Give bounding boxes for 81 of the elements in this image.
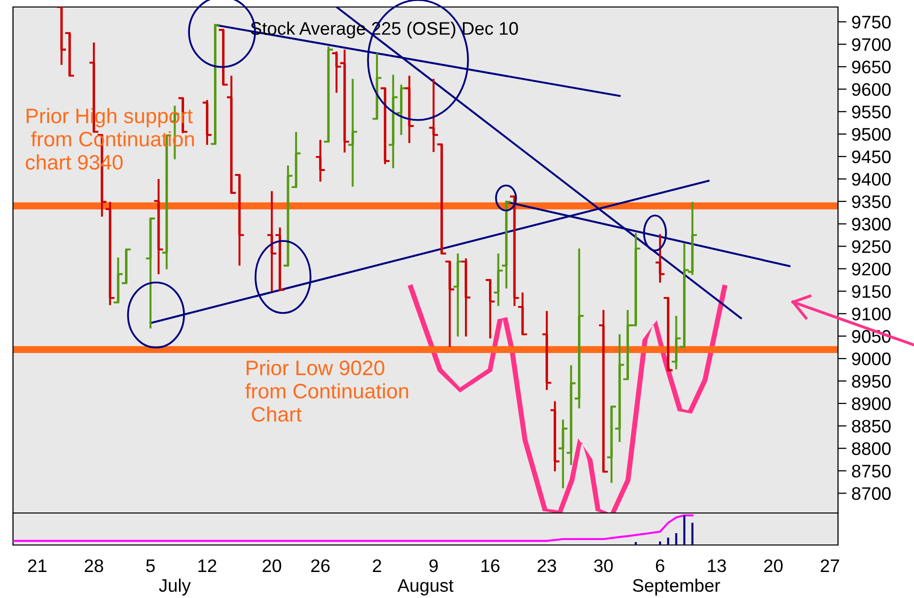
candlestick — [290, 130, 302, 188]
x-tick-label: 26 — [311, 559, 330, 572]
x-tick-label: 23 — [538, 559, 556, 572]
candlestick — [380, 87, 390, 166]
candlestick — [314, 138, 326, 183]
x-tick-label: 9 — [429, 559, 438, 572]
x2-tick-label: September — [632, 578, 720, 596]
bar — [634, 542, 637, 545]
candlestick — [436, 143, 448, 254]
candlestick — [388, 74, 399, 170]
candlestick — [484, 279, 496, 340]
y-tick-label: 9450 — [852, 150, 891, 164]
candlestick — [323, 46, 334, 143]
candlestick — [396, 84, 407, 136]
y-tick-label: 9750 — [852, 16, 891, 29]
candlestick — [266, 190, 278, 293]
y-tick-label: 9200 — [852, 262, 891, 276]
bar — [659, 541, 662, 545]
y-tick-label: 9300 — [852, 218, 891, 231]
candlestick — [444, 260, 456, 348]
y-tick-label: 8700 — [852, 487, 891, 500]
candlestick — [428, 78, 440, 153]
y-tick-label: 9000 — [852, 352, 891, 366]
y-tick-label: 8850 — [852, 420, 891, 433]
x-tick-label: 12 — [198, 559, 216, 572]
y-tick-label: 9600 — [852, 83, 891, 96]
y-tick-label: 9500 — [852, 128, 891, 141]
x-tick-label: 6 — [656, 559, 664, 572]
y-tick-label: 9150 — [852, 285, 891, 298]
candlestick — [492, 252, 504, 307]
x-tick-label: 30 — [594, 559, 613, 572]
candlestick — [112, 256, 124, 304]
y-tick-label: 8800 — [852, 442, 891, 456]
candlestick — [274, 226, 286, 291]
x-tick-label: 21 — [28, 559, 46, 572]
candlestick — [598, 309, 609, 473]
y-tick-label: 8900 — [852, 397, 891, 410]
candlestick — [120, 248, 132, 284]
candlestick — [517, 292, 528, 336]
ref-line-label: Prior Low 9020 from Continuation Chart — [245, 360, 408, 422]
bar — [675, 533, 678, 545]
x2-tick-label: August — [397, 579, 454, 596]
candlestick — [452, 252, 464, 338]
x-tick-label: 28 — [84, 559, 104, 572]
candlestick — [654, 233, 666, 284]
x-tick-label: 20 — [262, 559, 282, 572]
x-tick-label: 2 — [372, 559, 382, 572]
candlestick — [614, 333, 626, 444]
candlestick — [574, 248, 585, 410]
candlestick — [64, 32, 76, 77]
x-tick-label: 27 — [820, 559, 840, 572]
candlestick — [347, 78, 358, 188]
x-tick-label: 20 — [764, 559, 783, 572]
candlestick — [226, 74, 237, 194]
y-tick-label: 9700 — [852, 38, 891, 51]
candlestick — [662, 296, 674, 372]
bar — [691, 522, 694, 545]
candlestick — [104, 200, 116, 306]
y-tick-label: 8750 — [852, 464, 891, 478]
candlestick — [153, 178, 164, 276]
candlestick — [541, 310, 552, 391]
y-tick-label: 9400 — [852, 172, 891, 186]
x-tick-label: 13 — [708, 559, 726, 572]
x-tick-label: 16 — [482, 559, 500, 572]
y-tick-label: 9100 — [852, 308, 891, 320]
candlestick — [404, 74, 415, 144]
bar — [683, 515, 686, 545]
candlestick — [558, 418, 568, 490]
candlestick — [670, 314, 682, 370]
x-tick-label: 5 — [146, 560, 155, 572]
y-tick-label: 9350 — [852, 195, 891, 208]
bar — [667, 538, 670, 545]
candlestick — [549, 400, 560, 472]
candlestick — [460, 257, 472, 338]
x2-tick-label: July — [158, 578, 191, 596]
y-tick-label: 8950 — [852, 374, 891, 388]
y-tick-label: 9650 — [852, 60, 891, 74]
y-tick-label: 9550 — [852, 106, 891, 118]
candlestick — [500, 200, 512, 290]
y-tick-label: 9250 — [852, 240, 891, 254]
candlestick — [566, 364, 577, 466]
